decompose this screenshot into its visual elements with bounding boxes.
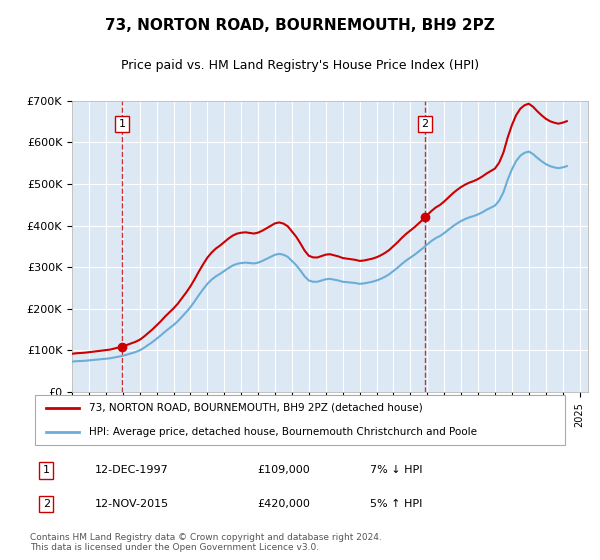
Text: HPI: Average price, detached house, Bournemouth Christchurch and Poole: HPI: Average price, detached house, Bour… — [89, 427, 478, 437]
FancyBboxPatch shape — [35, 395, 565, 445]
Text: £109,000: £109,000 — [257, 465, 310, 475]
Text: 5% ↑ HPI: 5% ↑ HPI — [370, 499, 422, 509]
Text: 73, NORTON ROAD, BOURNEMOUTH, BH9 2PZ: 73, NORTON ROAD, BOURNEMOUTH, BH9 2PZ — [105, 18, 495, 32]
Text: 2: 2 — [422, 119, 428, 129]
Text: 73, NORTON ROAD, BOURNEMOUTH, BH9 2PZ (detached house): 73, NORTON ROAD, BOURNEMOUTH, BH9 2PZ (d… — [89, 403, 423, 413]
Text: Contains HM Land Registry data © Crown copyright and database right 2024.
This d: Contains HM Land Registry data © Crown c… — [30, 533, 382, 552]
Text: 1: 1 — [118, 119, 125, 129]
Text: 2: 2 — [43, 499, 50, 509]
Text: 12-DEC-1997: 12-DEC-1997 — [95, 465, 169, 475]
Text: £420,000: £420,000 — [257, 499, 310, 509]
Text: 12-NOV-2015: 12-NOV-2015 — [95, 499, 169, 509]
Text: 1: 1 — [43, 465, 50, 475]
Text: Price paid vs. HM Land Registry's House Price Index (HPI): Price paid vs. HM Land Registry's House … — [121, 59, 479, 72]
Text: 7% ↓ HPI: 7% ↓ HPI — [370, 465, 422, 475]
